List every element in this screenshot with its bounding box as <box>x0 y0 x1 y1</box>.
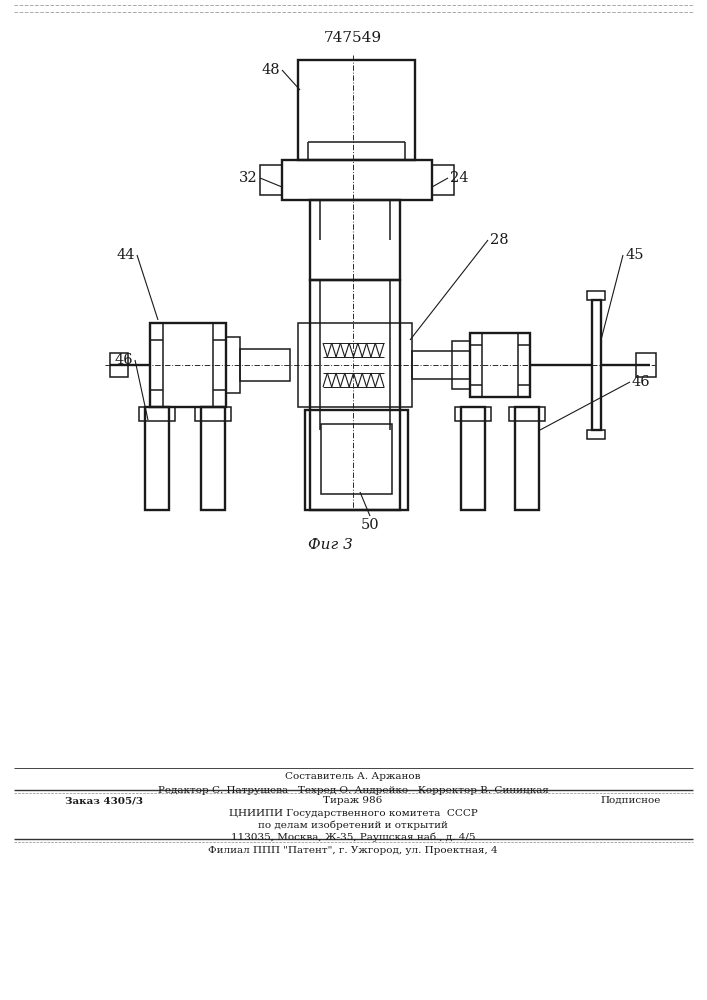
Bar <box>432 165 454 195</box>
Bar <box>412 351 470 379</box>
Text: ЦНИИПИ Государственного комитета  СССР: ЦНИИПИ Государственного комитета СССР <box>228 809 477 818</box>
Bar <box>587 430 605 439</box>
Text: Редактор С. Патрушева   Техред О. Андрейко   Корректор В. Синицкая: Редактор С. Патрушева Техред О. Андрейко… <box>158 786 549 795</box>
Text: Филиал ППП "Патент", г. Ужгород, ул. Проектная, 4: Филиал ППП "Патент", г. Ужгород, ул. Про… <box>208 846 498 855</box>
Bar <box>260 165 282 195</box>
Bar <box>452 341 470 389</box>
Text: 747549: 747549 <box>324 31 382 45</box>
Text: Фиг 3: Фиг 3 <box>308 538 352 552</box>
Text: 28: 28 <box>490 233 508 247</box>
Text: по делам изобретений и открытий: по делам изобретений и открытий <box>258 821 448 830</box>
Bar <box>195 407 231 421</box>
Text: Тираж 986: Тираж 986 <box>323 796 382 805</box>
Bar <box>282 160 432 200</box>
Text: 50: 50 <box>361 518 380 532</box>
Text: 24: 24 <box>450 171 469 185</box>
Text: Составитель А. Аржанов: Составитель А. Аржанов <box>285 772 421 781</box>
Text: 46: 46 <box>632 375 650 389</box>
Bar <box>509 407 545 421</box>
Text: 113035, Москва, Ж-35, Раушская наб., д. 4/5: 113035, Москва, Ж-35, Раушская наб., д. … <box>230 833 475 842</box>
Bar <box>321 424 392 494</box>
Bar <box>298 323 412 407</box>
Bar <box>110 353 128 377</box>
Bar <box>587 291 605 300</box>
Text: 45: 45 <box>625 248 643 262</box>
Bar <box>201 407 225 510</box>
Text: Заказ 4305/3: Заказ 4305/3 <box>65 796 143 805</box>
Bar <box>470 333 530 397</box>
Bar <box>636 353 656 377</box>
Bar <box>139 407 175 421</box>
Text: Подписное: Подписное <box>600 796 660 805</box>
Text: 48: 48 <box>262 63 280 77</box>
Bar <box>455 407 491 421</box>
Bar <box>305 410 408 510</box>
Text: 46: 46 <box>115 353 133 367</box>
Bar <box>592 300 601 430</box>
Bar <box>298 60 415 160</box>
Text: 44: 44 <box>117 248 135 262</box>
Bar <box>240 349 290 381</box>
Bar <box>310 280 400 510</box>
Bar <box>150 323 226 407</box>
Text: 32: 32 <box>240 171 258 185</box>
Bar <box>145 407 169 510</box>
Bar <box>310 200 400 280</box>
Bar <box>515 407 539 510</box>
Bar <box>226 337 240 393</box>
Bar <box>461 407 485 510</box>
